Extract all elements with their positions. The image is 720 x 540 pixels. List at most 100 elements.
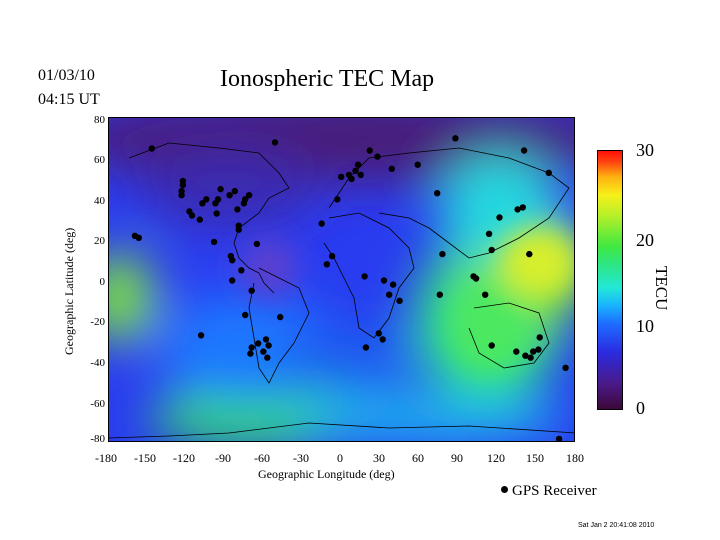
gps-receiver-point (255, 340, 262, 347)
legend-label: GPS Receiver (512, 483, 597, 499)
gps-receiver-point (514, 206, 521, 213)
gps-receiver-point (555, 435, 563, 441)
gps-receiver-point (229, 277, 236, 284)
colorbar-tick: 30 (636, 140, 654, 160)
gps-receiver-point (496, 214, 503, 221)
gps-receiver-point (530, 348, 537, 355)
gps-receiver-point (396, 297, 403, 304)
colorbar-tick: 0 (636, 398, 645, 418)
tec-map (108, 117, 575, 442)
gps-receiver-point (375, 330, 382, 337)
y-tick: 60 (94, 154, 105, 166)
gps-receiver-point (434, 190, 441, 197)
gps-receiver-point (513, 348, 520, 355)
y-tick: 0 (99, 276, 106, 288)
gps-receiver-point (354, 161, 362, 168)
gps-receiver-point (253, 240, 261, 248)
gps-receiver-point (386, 291, 393, 298)
gps-receiver-point (234, 206, 241, 213)
gps-receiver-point (334, 196, 341, 203)
gps-receiver-point (366, 147, 373, 154)
gps-receiver-point (242, 311, 249, 319)
gps-receiver-point (277, 313, 284, 321)
x-tick: -60 (254, 451, 270, 465)
gps-receiver-point (414, 161, 421, 168)
date-time-text: 01/03/10 04:15 UT (38, 64, 100, 112)
gps-receiver-point (545, 169, 552, 176)
gps-receiver-point (379, 336, 386, 343)
x-tick: 180 (566, 451, 584, 465)
gps-receiver-point (380, 277, 388, 284)
gps-receiver-point (199, 200, 206, 207)
gps-receiver-point (439, 250, 446, 258)
gps-receiver-point (388, 165, 395, 172)
gps-receiver-point (248, 287, 255, 294)
gps-receiver-point (526, 250, 533, 258)
x-tick: 90 (451, 451, 463, 465)
colorbar-tick: 10 (636, 316, 654, 336)
gps-receiver-point (318, 220, 325, 227)
gps-receiver-point (265, 342, 272, 349)
gps-receiver-point (348, 175, 355, 183)
gps-receiver-point (235, 222, 242, 229)
x-tick: 30 (373, 451, 385, 465)
tec-map-svg (109, 118, 574, 441)
gps-receiver-point (374, 153, 381, 160)
gps-receiver-point (264, 354, 271, 361)
south-america-coast (248, 267, 310, 384)
receiver-points (131, 135, 569, 441)
y-tick: -40 (90, 357, 105, 369)
x-tick: -90 (215, 451, 231, 465)
colorbar-tick: 20 (636, 230, 654, 250)
australia-coast (468, 302, 550, 369)
x-axis-label: Geographic Longitude (deg) (258, 467, 395, 481)
gps-receiver-point (357, 171, 364, 179)
gps-receiver-point (260, 348, 267, 355)
x-tick: -180 (95, 451, 117, 465)
gps-receiver-point (178, 192, 185, 199)
gps-receiver-point (338, 173, 345, 181)
gps-receiver-point (247, 350, 254, 357)
y-axis-label: Geographic Latitude (deg) (62, 227, 76, 355)
legend: GPS Receiver (501, 483, 597, 500)
gps-receiver-point (362, 344, 370, 351)
gps-receiver-point (179, 181, 187, 189)
gps-receiver-point (229, 257, 236, 264)
x-tick: -150 (134, 451, 156, 465)
y-tick: 40 (94, 195, 105, 207)
gps-receiver-point (436, 291, 443, 298)
gps-receiver-point (361, 273, 368, 280)
x-tick: 0 (337, 451, 343, 465)
gps-receiver-point (328, 252, 336, 260)
gps-receiver-point (226, 192, 233, 199)
gps-receiver-point (452, 135, 459, 142)
colorbar-label: TECU (652, 266, 671, 311)
gps-receiver-point (231, 187, 238, 195)
gps-receiver-point (472, 275, 480, 282)
gps-receiver-point (248, 344, 255, 351)
y-tick: 20 (94, 235, 105, 247)
gps-receiver-point (217, 185, 224, 193)
gps-receiver-point (482, 291, 489, 298)
timestamp: Sat Jan 2 20:41:08 2010 (578, 522, 655, 529)
gps-receiver-point (188, 212, 196, 219)
gps-receiver-point (535, 346, 542, 353)
gps-receiver-point (488, 342, 495, 349)
gps-receiver-point (352, 167, 359, 174)
gps-receiver-point (210, 238, 218, 246)
gps-receiver-point (214, 196, 222, 203)
time-label: 04:15 UT (38, 91, 100, 108)
coastlines (109, 142, 574, 439)
colorbar (597, 150, 623, 410)
gps-receiver-point (148, 145, 155, 152)
gps-receiver-point (536, 334, 543, 341)
eurasia-coast (328, 147, 570, 259)
gps-receiver-point (271, 139, 279, 146)
map-title: Ionospheric TEC Map (220, 66, 435, 92)
y-tick: 80 (94, 114, 105, 126)
gps-receiver-point (238, 267, 245, 274)
antarctica-coast (109, 422, 574, 439)
x-tick: 60 (412, 451, 424, 465)
x-tick: 150 (526, 451, 544, 465)
gps-receiver-point (389, 281, 397, 288)
